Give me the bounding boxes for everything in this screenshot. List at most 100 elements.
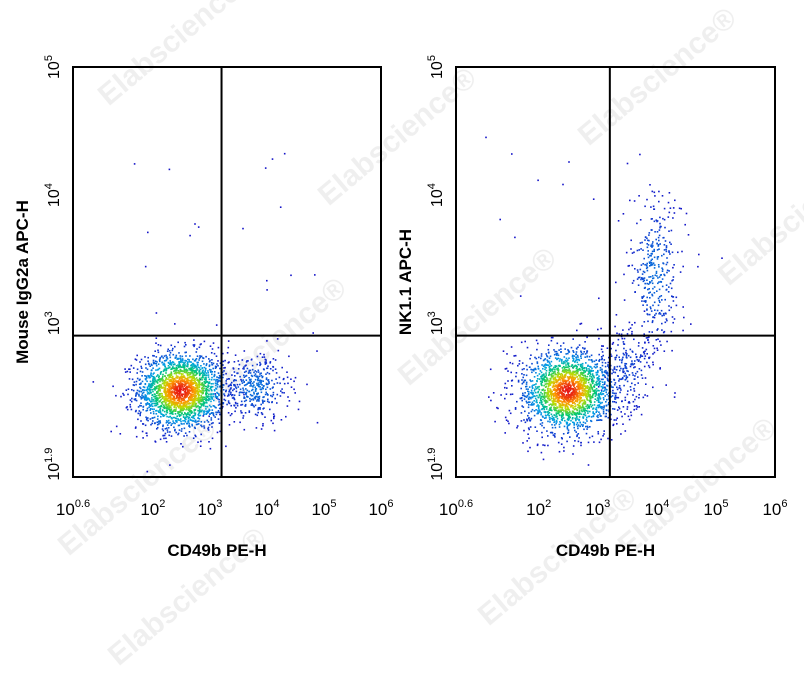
event-dot bbox=[589, 394, 591, 396]
event-dot bbox=[188, 420, 190, 422]
event-dot bbox=[623, 213, 625, 215]
event-dot bbox=[612, 390, 614, 392]
event-dot bbox=[535, 392, 537, 394]
event-dot bbox=[666, 245, 668, 247]
event-dot bbox=[154, 383, 156, 385]
event-dot bbox=[129, 378, 131, 380]
event-dot bbox=[143, 396, 145, 398]
event-dot bbox=[208, 376, 210, 378]
event-dot bbox=[606, 385, 608, 387]
event-dot bbox=[679, 208, 681, 210]
event-dot bbox=[598, 375, 600, 377]
event-dot bbox=[586, 420, 588, 422]
event-dot bbox=[521, 420, 523, 422]
event-dot bbox=[244, 350, 246, 352]
event-dot bbox=[183, 416, 185, 418]
event-dot bbox=[168, 427, 170, 429]
event-dot bbox=[582, 347, 584, 349]
event-dot bbox=[263, 407, 265, 409]
event-dot bbox=[212, 393, 214, 395]
event-dot bbox=[271, 401, 273, 403]
event-dot bbox=[546, 406, 548, 408]
event-dot bbox=[244, 401, 246, 403]
event-dot bbox=[270, 395, 272, 397]
event-dot bbox=[142, 381, 144, 383]
event-dot bbox=[191, 365, 193, 367]
event-dot bbox=[217, 386, 219, 388]
event-dot bbox=[582, 374, 584, 376]
event-dot bbox=[175, 432, 177, 434]
event-dot bbox=[602, 381, 604, 383]
event-dot bbox=[548, 415, 550, 417]
event-dot bbox=[568, 357, 570, 359]
event-dot bbox=[555, 423, 557, 425]
event-dot bbox=[163, 396, 165, 398]
event-dot bbox=[211, 383, 213, 385]
event-dot bbox=[206, 395, 208, 397]
event-dot bbox=[136, 393, 138, 395]
event-dot bbox=[179, 425, 181, 427]
event-dot bbox=[506, 387, 508, 389]
event-dot bbox=[681, 251, 683, 253]
event-dot bbox=[619, 366, 621, 368]
event-dot bbox=[166, 427, 168, 429]
event-dot bbox=[170, 416, 172, 418]
event-dot bbox=[651, 253, 653, 255]
event-dot bbox=[252, 376, 254, 378]
event-dot bbox=[572, 374, 574, 376]
event-dot bbox=[625, 430, 627, 432]
event-dot bbox=[206, 413, 208, 415]
event-dot bbox=[641, 414, 643, 416]
event-dot bbox=[589, 397, 591, 399]
event-dot bbox=[528, 407, 530, 409]
event-dot bbox=[528, 427, 530, 429]
event-dot bbox=[664, 219, 666, 221]
event-dot bbox=[290, 275, 292, 277]
event-dot bbox=[156, 413, 158, 415]
event-dot bbox=[644, 277, 646, 279]
event-dot bbox=[632, 265, 634, 267]
event-dot bbox=[206, 363, 208, 365]
event-dot bbox=[536, 381, 538, 383]
event-dot bbox=[583, 422, 585, 424]
event-dot bbox=[233, 397, 235, 399]
event-dot bbox=[582, 416, 584, 418]
event-dot bbox=[170, 396, 172, 398]
event-dot bbox=[112, 386, 114, 388]
event-dot bbox=[182, 390, 184, 392]
event-dot bbox=[658, 300, 660, 302]
event-dot bbox=[534, 389, 536, 391]
event-dot bbox=[651, 331, 653, 333]
event-dot bbox=[240, 410, 242, 412]
event-dot bbox=[526, 401, 528, 403]
event-dot bbox=[235, 403, 237, 405]
event-dot bbox=[287, 396, 289, 398]
event-dot bbox=[560, 348, 562, 350]
event-dot bbox=[157, 382, 159, 384]
event-dot bbox=[595, 364, 597, 366]
event-dot bbox=[630, 386, 632, 388]
event-dot bbox=[266, 368, 268, 370]
event-dot bbox=[577, 346, 579, 348]
event-dot bbox=[674, 392, 676, 394]
event-dot bbox=[601, 386, 603, 388]
event-dot bbox=[213, 379, 215, 381]
event-dot bbox=[573, 351, 575, 353]
event-dot bbox=[613, 342, 615, 344]
event-dot bbox=[572, 360, 574, 362]
event-dot bbox=[186, 403, 188, 405]
event-dot bbox=[176, 358, 178, 360]
event-dot bbox=[175, 407, 177, 409]
event-dot bbox=[553, 417, 555, 419]
event-dot bbox=[657, 328, 659, 330]
event-dot bbox=[580, 445, 582, 447]
event-dot bbox=[154, 381, 156, 383]
event-dot bbox=[205, 356, 207, 358]
event-dot bbox=[579, 401, 581, 403]
event-dot bbox=[273, 418, 275, 420]
event-dot bbox=[580, 442, 582, 444]
event-dot bbox=[200, 441, 202, 443]
event-dot bbox=[548, 352, 550, 354]
event-dot bbox=[281, 367, 283, 369]
